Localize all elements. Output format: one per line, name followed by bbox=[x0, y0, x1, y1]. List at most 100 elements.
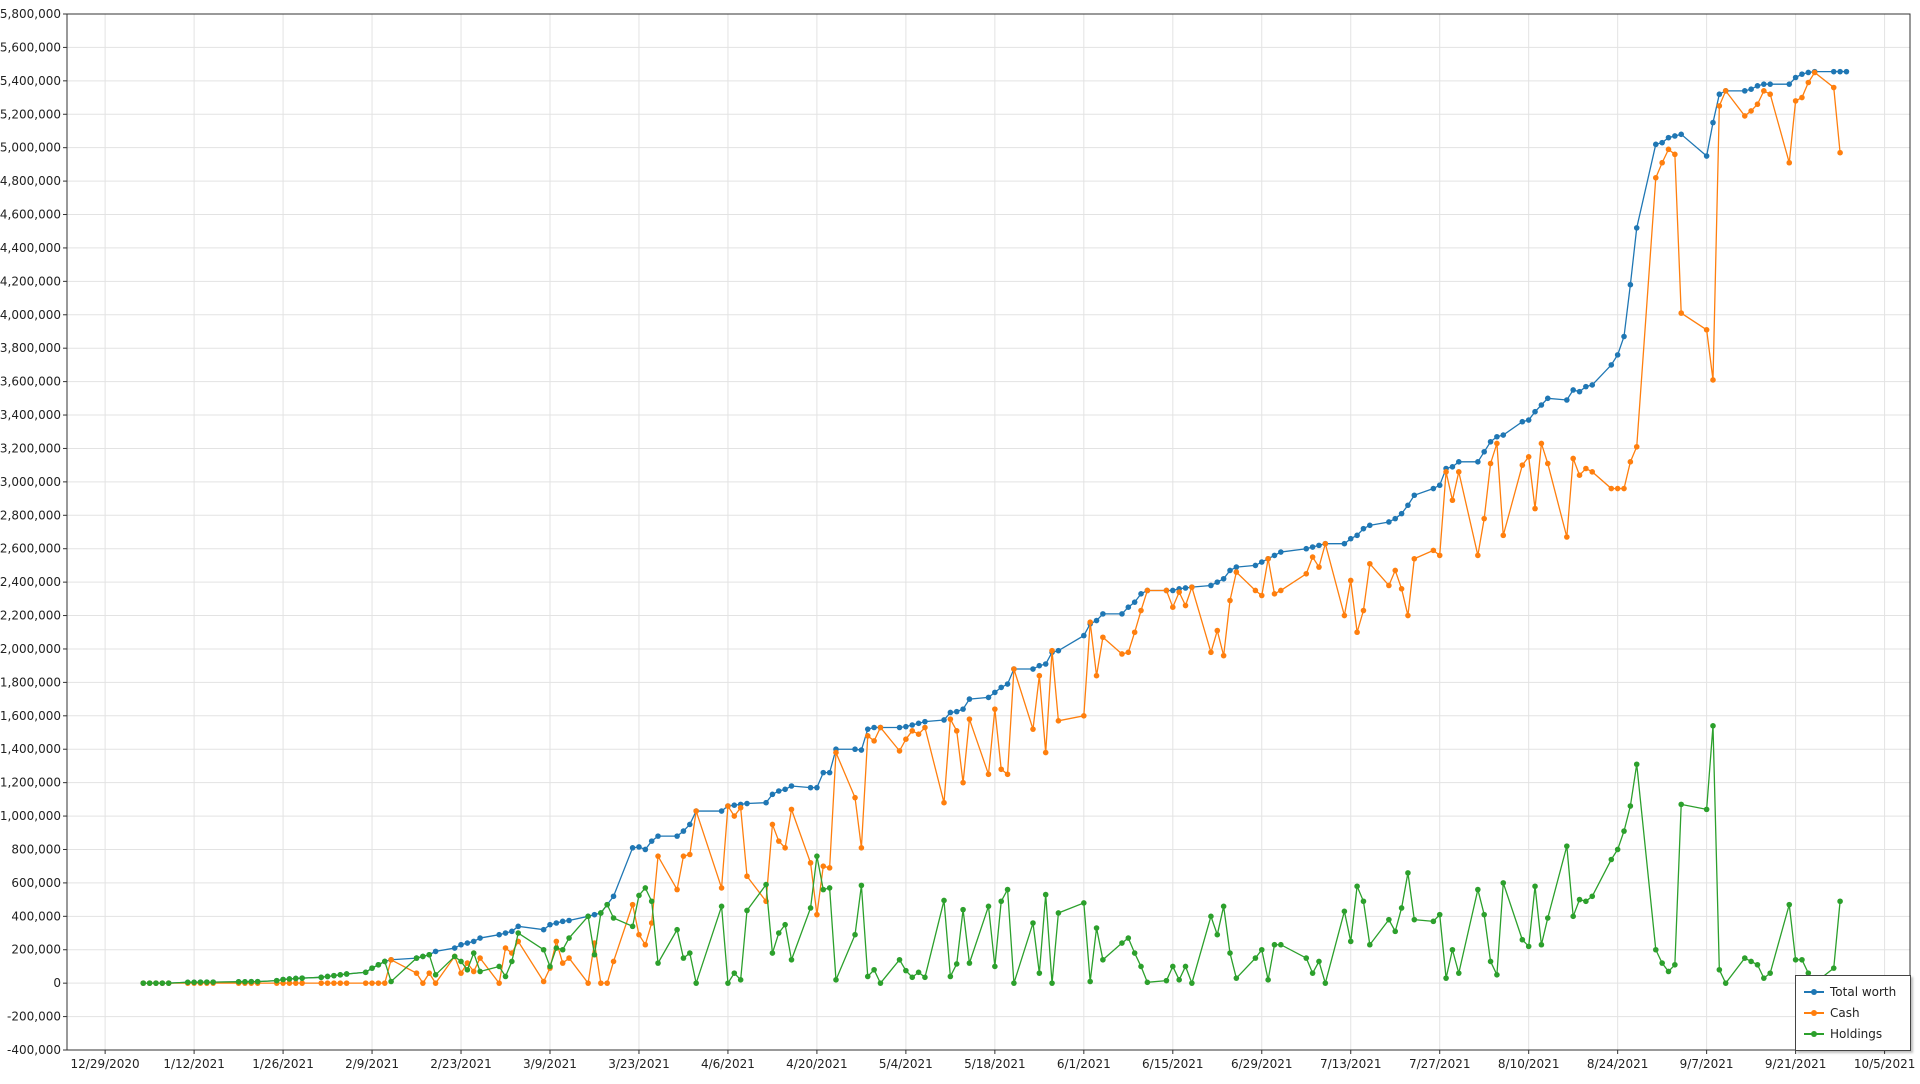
data-point-cash[interactable] bbox=[1532, 505, 1538, 512]
data-point-cash[interactable] bbox=[1081, 713, 1087, 719]
data-point-cash[interactable] bbox=[1093, 672, 1100, 679]
data-point-holdings[interactable] bbox=[941, 897, 947, 904]
data-point-holdings[interactable] bbox=[687, 950, 693, 956]
data-point-total-worth[interactable] bbox=[1316, 542, 1322, 549]
data-point-total-worth[interactable] bbox=[1220, 575, 1227, 582]
data-point-cash[interactable] bbox=[725, 803, 731, 809]
data-point-holdings[interactable] bbox=[826, 885, 833, 891]
data-point-holdings[interactable] bbox=[1170, 963, 1176, 970]
data-point-cash[interactable] bbox=[1036, 672, 1043, 679]
data-point-total-worth[interactable] bbox=[744, 800, 750, 807]
data-point-total-worth[interactable] bbox=[966, 696, 973, 702]
data-point-total-worth[interactable] bbox=[852, 746, 858, 753]
data-point-cash[interactable] bbox=[1341, 612, 1348, 619]
data-point-cash[interactable] bbox=[420, 980, 426, 986]
data-point-cash[interactable] bbox=[782, 845, 788, 851]
data-point-total-worth[interactable] bbox=[1805, 69, 1812, 76]
data-point-total-worth[interactable] bbox=[1544, 395, 1551, 402]
data-point-total-worth[interactable] bbox=[648, 838, 655, 844]
data-point-cash[interactable] bbox=[852, 794, 858, 801]
data-point-cash[interactable] bbox=[896, 748, 903, 754]
data-point-total-worth[interactable] bbox=[1678, 131, 1685, 138]
data-point-cash[interactable] bbox=[1189, 584, 1195, 590]
data-point-total-worth[interactable] bbox=[642, 846, 649, 853]
data-point-cash[interactable] bbox=[1830, 84, 1837, 91]
data-point-holdings[interactable] bbox=[1799, 956, 1805, 963]
data-point-total-worth[interactable] bbox=[610, 893, 617, 900]
data-point-holdings[interactable] bbox=[960, 906, 966, 913]
data-point-holdings[interactable] bbox=[1455, 970, 1462, 976]
data-point-total-worth[interactable] bbox=[788, 783, 795, 789]
data-point-total-worth[interactable] bbox=[687, 821, 693, 828]
data-point-holdings[interactable] bbox=[1659, 960, 1665, 966]
data-point-holdings[interactable] bbox=[598, 910, 604, 916]
data-point-cash[interactable] bbox=[674, 886, 680, 893]
data-point-cash[interactable] bbox=[331, 980, 337, 986]
data-point-cash[interactable] bbox=[922, 724, 928, 731]
data-point-total-worth[interactable] bbox=[559, 918, 566, 925]
data-point-total-worth[interactable] bbox=[1214, 579, 1221, 585]
data-point-cash[interactable] bbox=[1265, 555, 1271, 562]
data-point-total-worth[interactable] bbox=[1392, 515, 1399, 522]
data-point-cash[interactable] bbox=[1443, 469, 1449, 475]
data-point-holdings[interactable] bbox=[1475, 886, 1481, 893]
data-point-holdings[interactable] bbox=[871, 966, 877, 973]
data-point-cash[interactable] bbox=[788, 806, 795, 813]
data-point-cash[interactable] bbox=[1455, 469, 1462, 475]
data-point-cash[interactable] bbox=[1665, 146, 1672, 153]
data-point-cash[interactable] bbox=[642, 941, 649, 948]
data-point-total-worth[interactable] bbox=[1347, 535, 1354, 542]
data-point-holdings[interactable] bbox=[788, 956, 795, 963]
data-point-cash[interactable] bbox=[375, 980, 382, 986]
data-point-cash[interactable] bbox=[1347, 577, 1354, 584]
data-point-total-worth[interactable] bbox=[782, 786, 788, 793]
data-point-cash[interactable] bbox=[1004, 771, 1011, 778]
data-point-total-worth[interactable] bbox=[985, 694, 992, 701]
data-point-total-worth[interactable] bbox=[629, 845, 636, 851]
data-point-cash[interactable] bbox=[559, 960, 566, 966]
data-point-cash[interactable] bbox=[1672, 151, 1678, 158]
data-point-total-worth[interactable] bbox=[1271, 552, 1278, 559]
data-point-cash[interactable] bbox=[324, 980, 331, 986]
data-point-total-worth[interactable] bbox=[1138, 591, 1144, 597]
data-point-cash[interactable] bbox=[1583, 465, 1589, 472]
data-point-holdings[interactable] bbox=[280, 976, 286, 983]
data-point-total-worth[interactable] bbox=[1252, 562, 1259, 569]
data-point-holdings[interactable] bbox=[1144, 979, 1151, 986]
data-point-holdings[interactable] bbox=[1208, 913, 1214, 920]
data-point-cash[interactable] bbox=[1042, 749, 1049, 756]
data-point-total-worth[interactable] bbox=[903, 723, 909, 730]
data-point-holdings[interactable] bbox=[1176, 977, 1182, 983]
data-point-cash[interactable] bbox=[744, 873, 750, 880]
data-point-total-worth[interactable] bbox=[1799, 71, 1805, 77]
data-point-holdings[interactable] bbox=[1347, 938, 1354, 945]
data-point-holdings[interactable] bbox=[299, 975, 305, 981]
data-point-cash[interactable] bbox=[858, 845, 865, 851]
data-point-cash[interactable] bbox=[432, 980, 439, 986]
data-point-holdings[interactable] bbox=[1081, 900, 1087, 906]
data-point-holdings[interactable] bbox=[1093, 925, 1100, 931]
data-point-holdings[interactable] bbox=[1652, 946, 1659, 953]
data-point-holdings[interactable] bbox=[966, 960, 973, 966]
data-point-holdings[interactable] bbox=[362, 969, 369, 976]
data-point-cash[interactable] bbox=[1741, 113, 1748, 119]
data-point-total-worth[interactable] bbox=[909, 722, 916, 728]
data-point-holdings[interactable] bbox=[769, 950, 776, 956]
data-point-holdings[interactable] bbox=[1672, 961, 1678, 968]
data-point-holdings[interactable] bbox=[1278, 941, 1284, 948]
data-point-cash[interactable] bbox=[362, 980, 369, 986]
data-point-total-worth[interactable] bbox=[1659, 139, 1665, 146]
data-point-total-worth[interactable] bbox=[998, 684, 1005, 691]
data-point-cash[interactable] bbox=[1227, 597, 1233, 604]
data-point-holdings[interactable] bbox=[731, 970, 738, 976]
data-point-holdings[interactable] bbox=[413, 955, 420, 961]
data-point-cash[interactable] bbox=[1608, 485, 1615, 492]
data-point-total-worth[interactable] bbox=[1233, 564, 1240, 570]
data-point-cash[interactable] bbox=[629, 901, 636, 908]
data-point-holdings[interactable] bbox=[953, 961, 960, 967]
data-point-cash[interactable] bbox=[1316, 564, 1322, 570]
data-point-cash[interactable] bbox=[636, 931, 642, 938]
data-point-holdings[interactable] bbox=[464, 966, 471, 973]
data-point-holdings[interactable] bbox=[782, 921, 788, 928]
data-point-holdings[interactable] bbox=[1443, 975, 1449, 981]
